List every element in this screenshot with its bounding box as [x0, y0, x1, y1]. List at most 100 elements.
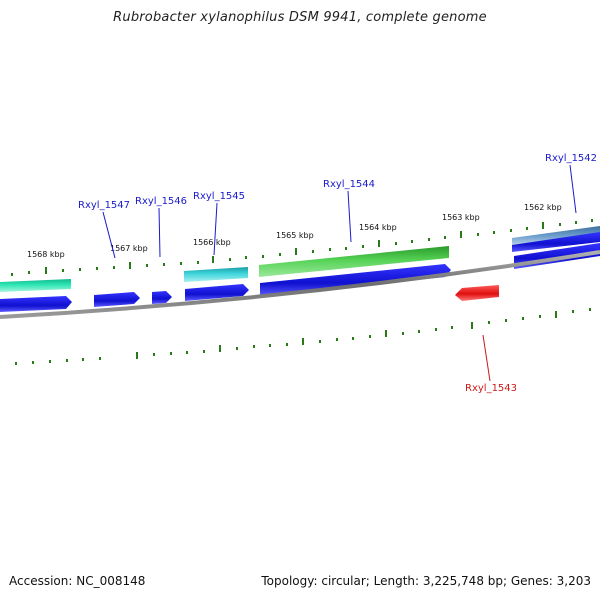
tick-mark: [136, 352, 138, 359]
tick-mark: [279, 253, 281, 256]
tick-mark: [589, 308, 591, 311]
tick-mark: [153, 353, 155, 356]
tick-mark: [28, 271, 30, 274]
kbp-label: 1565 kbp: [276, 231, 314, 240]
kbp-label: 1568 kbp: [27, 250, 65, 259]
tick-mark: [526, 227, 528, 230]
tick-mark: [286, 343, 288, 346]
tick-mark: [163, 263, 165, 266]
cds-arrow-forward[interactable]: [260, 264, 451, 296]
feature-bar-teal[interactable]: [0, 279, 71, 292]
tick-mark: [197, 261, 199, 264]
tick-mark: [555, 311, 557, 318]
tick-mark: [11, 273, 13, 276]
tick-mark: [444, 236, 446, 239]
tick-mark: [180, 262, 182, 265]
tick-mark: [477, 233, 479, 236]
tick-mark: [435, 328, 437, 331]
tick-mark: [253, 345, 255, 348]
tick-mark: [312, 250, 314, 253]
tick-mark: [186, 351, 188, 354]
tick-mark: [49, 360, 51, 363]
tick-mark: [395, 242, 397, 245]
gene-label-rxyl-1547[interactable]: Rxyl_1547: [78, 200, 130, 211]
feature-bar-steel[interactable]: [512, 226, 600, 245]
tick-mark: [79, 268, 81, 271]
inner-tick-row: [15, 308, 591, 365]
kbp-label: 1567 kbp: [110, 244, 148, 253]
leader-line: [102, 211, 116, 259]
leader-line: [482, 334, 491, 382]
genome-summary-text: Topology: circular; Length: 3,225,748 bp…: [261, 574, 591, 588]
tick-mark: [559, 223, 561, 226]
tick-mark: [99, 357, 101, 360]
feature-bar-green[interactable]: [259, 246, 449, 277]
tick-mark: [146, 264, 148, 267]
leader-line: [213, 202, 218, 256]
cds-arrow-forward[interactable]: [152, 291, 172, 304]
tick-mark: [295, 248, 297, 255]
kbp-label: 1562 kbp: [524, 203, 562, 212]
tick-mark: [66, 359, 68, 362]
accession-text: Accession: NC_008148: [9, 574, 146, 588]
tick-mark: [418, 330, 420, 333]
tick-mark: [15, 362, 17, 365]
gene-label-rxyl-1543[interactable]: Rxyl_1543: [465, 383, 517, 394]
gene-label-rxyl-1546[interactable]: Rxyl_1546: [135, 196, 187, 207]
tick-mark: [129, 262, 131, 269]
cds-arrow-reverse[interactable]: [455, 285, 499, 301]
tick-mark: [575, 221, 577, 224]
gene-labels: Rxyl_1547 Rxyl_1546 Rxyl_1545 Rxyl_1544 …: [78, 153, 597, 394]
tick-mark: [488, 321, 490, 324]
tick-mark: [411, 240, 413, 243]
tick-mark: [32, 361, 34, 364]
cds-arrow-forward[interactable]: [0, 296, 72, 312]
cds-arrow-forward[interactable]: [512, 232, 600, 252]
tick-mark: [460, 231, 462, 238]
tick-mark: [319, 340, 321, 343]
tick-mark: [45, 267, 47, 274]
tick-mark: [170, 352, 172, 355]
cds-arrow-forward[interactable]: [185, 284, 249, 301]
tick-mark: [493, 231, 495, 234]
tick-mark: [428, 238, 430, 241]
tick-mark: [212, 256, 214, 263]
tick-mark: [402, 332, 404, 335]
tick-mark: [219, 345, 221, 352]
gene-label-rxyl-1544[interactable]: Rxyl_1544: [323, 179, 375, 190]
cds-arrow-forward[interactable]: [94, 292, 140, 307]
tick-mark: [362, 245, 364, 248]
tick-mark: [82, 358, 84, 361]
leader-line: [569, 164, 577, 214]
tick-mark: [542, 222, 544, 229]
tick-mark: [510, 229, 512, 232]
tick-mark: [522, 317, 524, 320]
leader-line: [158, 207, 161, 258]
gene-leader-lines: [102, 164, 577, 382]
tick-mark: [245, 256, 247, 259]
genome-backbone: [0, 250, 600, 319]
tick-mark: [539, 315, 541, 318]
gene-label-rxyl-1545[interactable]: Rxyl_1545: [193, 191, 245, 202]
tick-mark: [378, 240, 380, 247]
tick-mark: [302, 338, 304, 345]
kbp-label: 1564 kbp: [359, 223, 397, 232]
genome-title: Rubrobacter xylanophilus DSM 9941, compl…: [113, 10, 487, 25]
tick-mark: [269, 344, 271, 347]
tick-mark: [62, 269, 64, 272]
tick-mark: [236, 347, 238, 350]
tick-mark: [451, 326, 453, 329]
tick-mark: [385, 330, 387, 337]
kbp-label: 1563 kbp: [442, 213, 480, 222]
tick-mark: [352, 337, 354, 340]
leader-line: [347, 190, 352, 243]
tick-mark: [471, 322, 473, 329]
tick-mark: [262, 255, 264, 258]
tick-mark: [345, 247, 347, 250]
gene-label-rxyl-1542[interactable]: Rxyl_1542: [545, 153, 597, 164]
feature-bar-cyan[interactable]: [184, 267, 248, 282]
feature-track: [0, 226, 600, 292]
tick-mark: [369, 335, 371, 338]
